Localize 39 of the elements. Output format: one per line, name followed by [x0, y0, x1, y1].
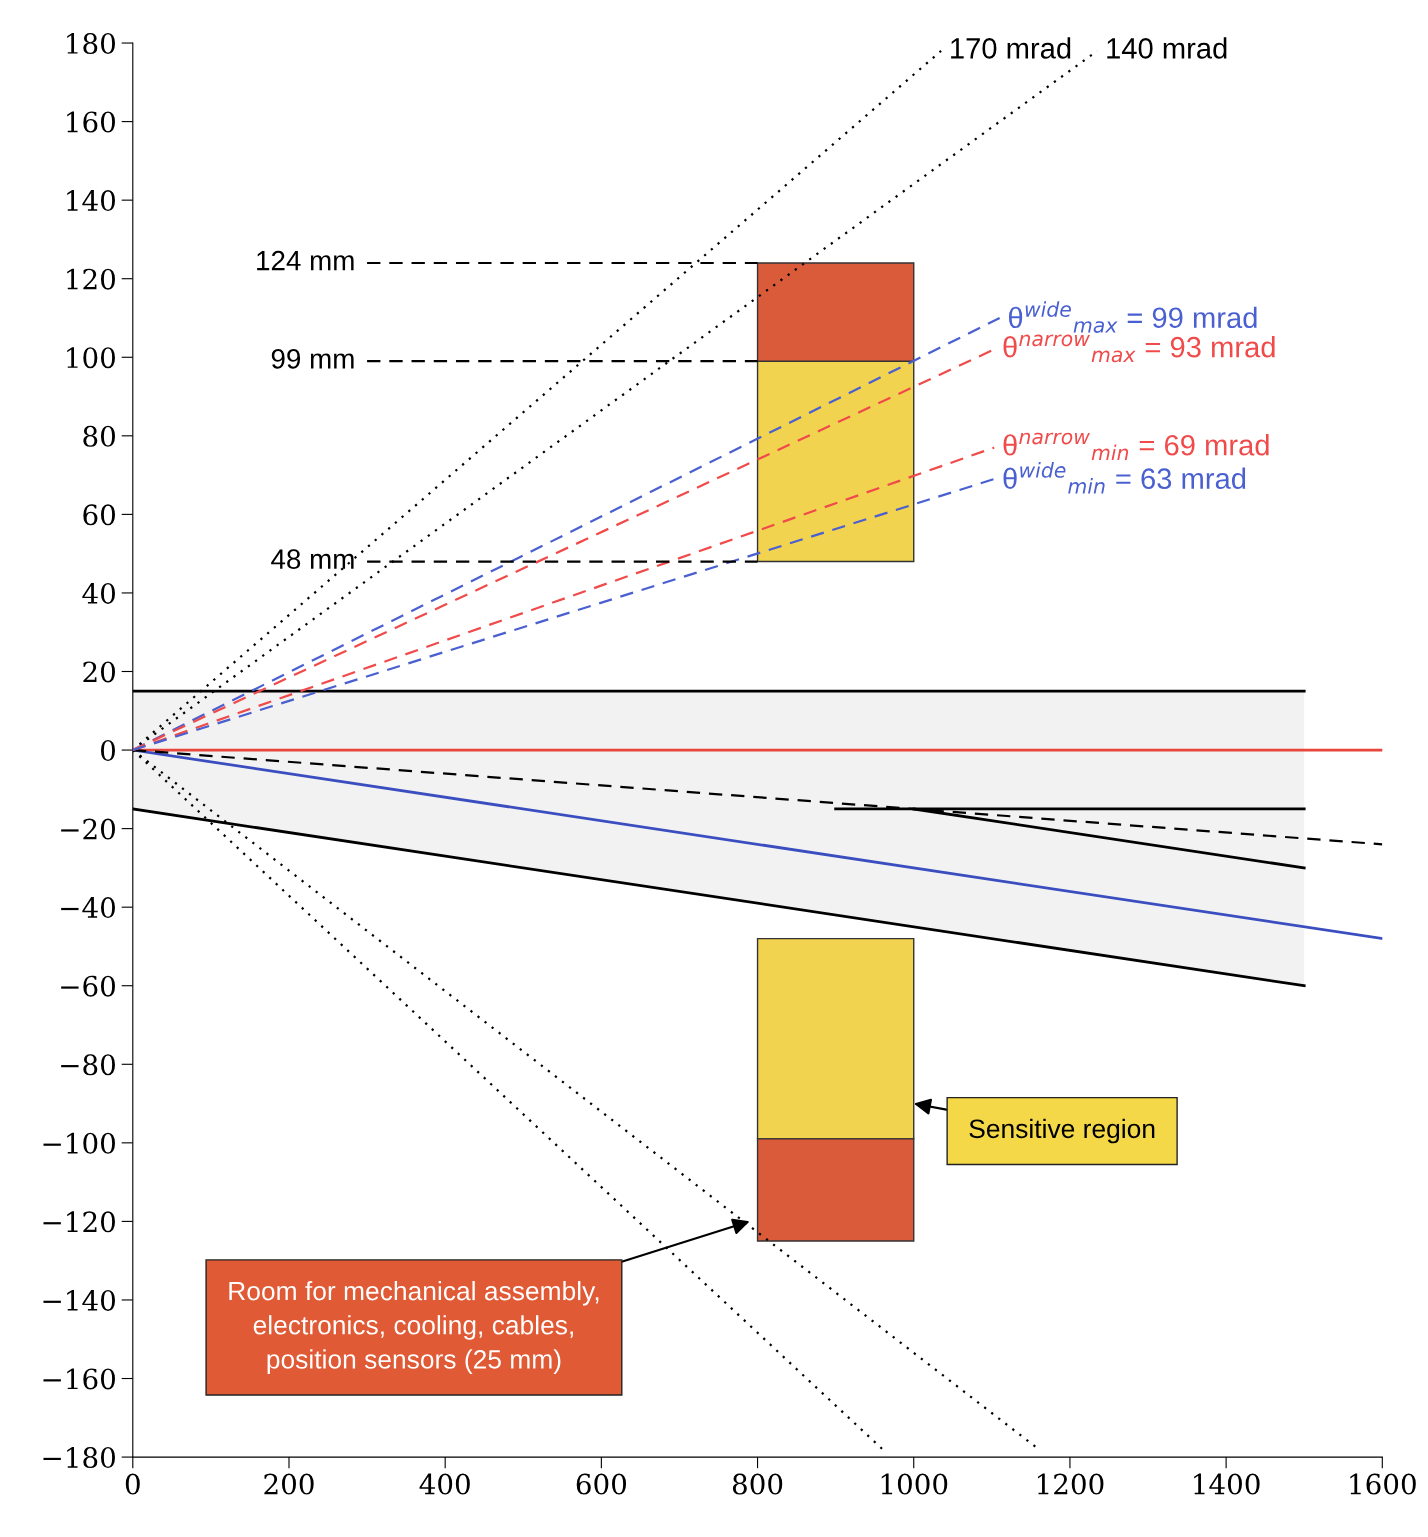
x-tick-label: 200 [264, 1473, 314, 1495]
y-tick-label: −60 [61, 975, 115, 997]
y-tick-label: −20 [61, 818, 115, 840]
x-tick-label: 1200 [1037, 1473, 1104, 1495]
x-tick-label: 400 [419, 1473, 470, 1495]
series-label: 99 mm [271, 348, 354, 369]
series-label: 124 mm [257, 250, 354, 271]
y-tick-label: −160 [43, 1368, 115, 1390]
annotation: Sensitive region [969, 1118, 1155, 1144]
y-tick-label: 140 [67, 190, 115, 212]
y-tick-label: −40 [61, 897, 115, 919]
y-tick-label: 180 [67, 32, 115, 54]
y-tick-label: 20 [83, 661, 115, 683]
y-tick-label: 160 [67, 111, 115, 133]
y-tick-label: 0 [100, 739, 115, 761]
series-label: θ$^{wide}$$_{min}$ = 63 mrad [1003, 462, 1246, 494]
y-tick-label: −80 [61, 1054, 115, 1076]
y-tick-label: −140 [43, 1289, 115, 1311]
x-tick-label: 1000 [881, 1473, 948, 1495]
y-tick-label: −120 [43, 1211, 115, 1233]
x-tick-label: 1400 [1194, 1473, 1260, 1495]
y-tick-label: −100 [43, 1132, 115, 1154]
y-tick-label: 40 [82, 582, 115, 604]
series-label: θ$^{narrow}$$_{max}$ = 93 mrad [1003, 334, 1275, 363]
y-tick-label: 80 [83, 425, 115, 447]
x-tick-label: 1600 [1350, 1473, 1416, 1495]
series-label: θ$^{wide}$$_{max}$ = 99 mrad [1008, 301, 1257, 333]
y-tick-label: 100 [67, 347, 115, 369]
x-tick-label: 0 [125, 1473, 140, 1495]
series-label: θ$^{narrow}$$_{min}$ = 69 mrad [1003, 432, 1269, 461]
series-label: 170 mrad [951, 37, 1071, 59]
y-tick-label: 120 [67, 268, 115, 290]
y-tick-label: 60 [83, 504, 115, 526]
annotation: Room for mechanical assembly, electronics, cooling, cables, position sensors (25 mm) [229, 1280, 599, 1374]
series-label: 140 mrad [1107, 37, 1227, 59]
series-label: 48 mm [271, 549, 354, 569]
x-tick-label: 600 [576, 1473, 627, 1495]
x-tick-label: 800 [732, 1473, 783, 1495]
y-tick-label: −180 [43, 1447, 115, 1469]
